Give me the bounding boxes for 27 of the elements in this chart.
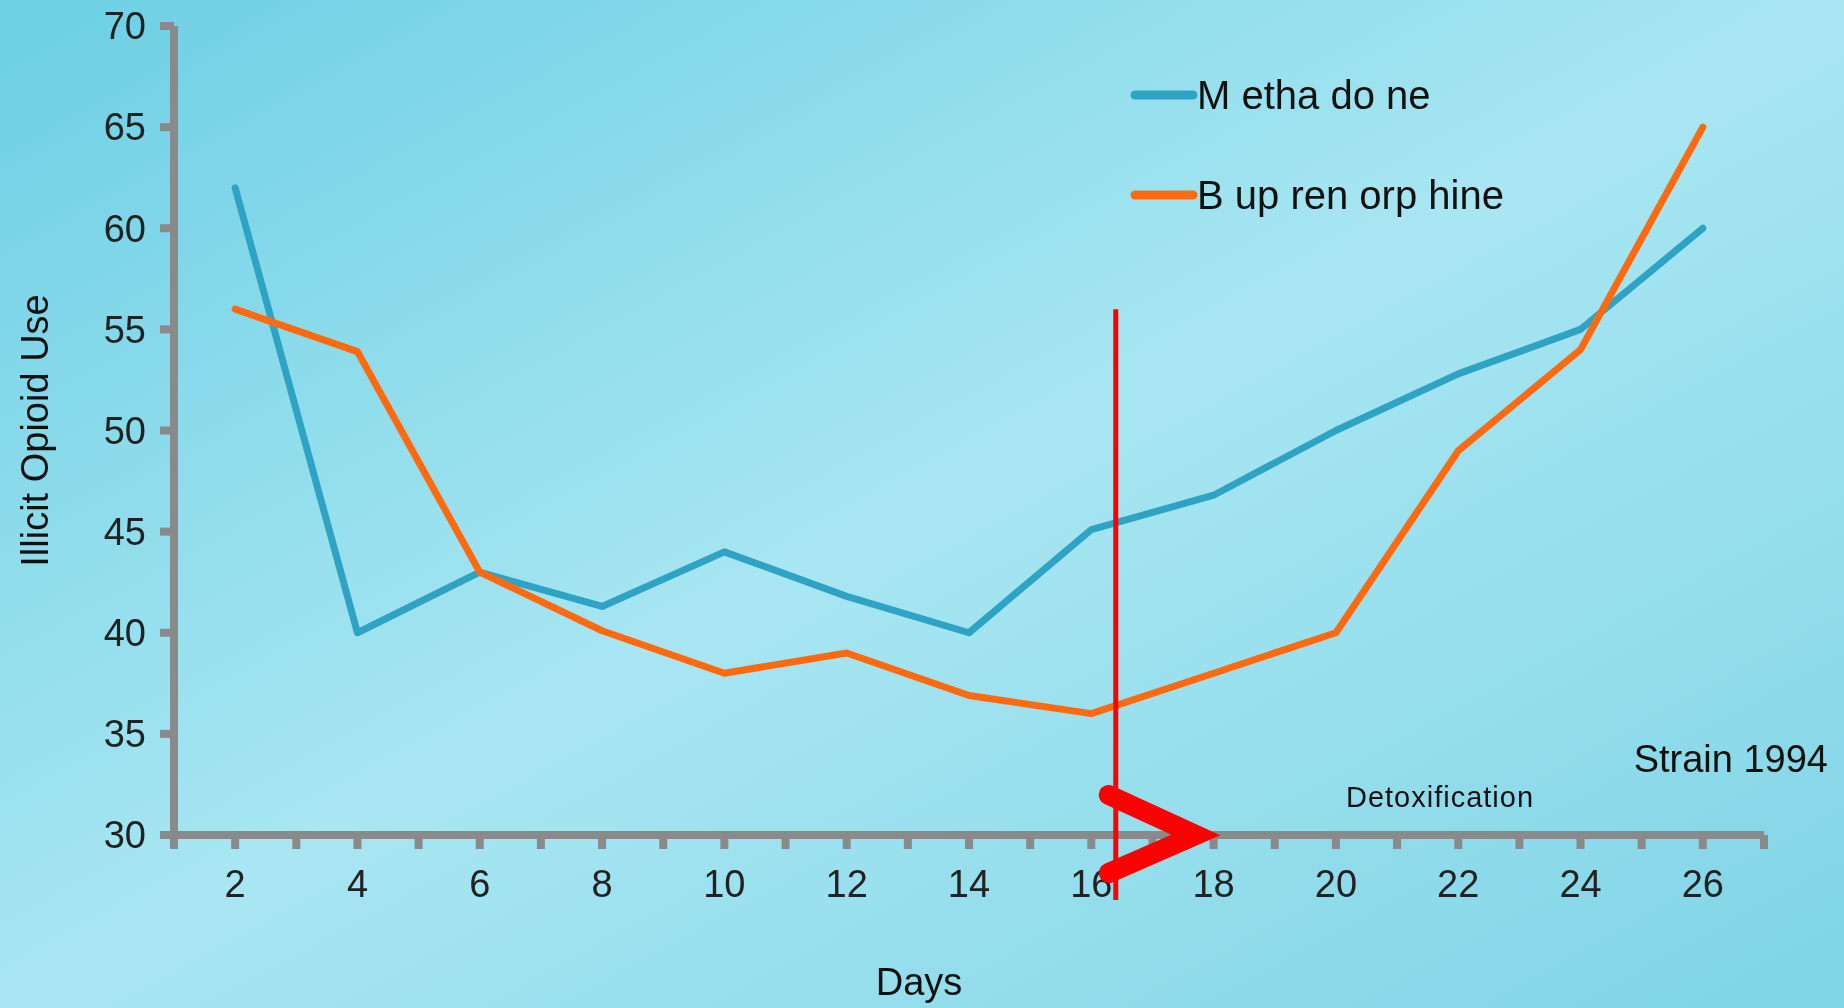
annotation: Strain 1994 — [1633, 738, 1828, 780]
y-tick-label: 65 — [103, 106, 146, 149]
x-tick-label: 6 — [469, 863, 491, 905]
x-tick-label: 2 — [224, 863, 246, 905]
y-tick-label: 40 — [103, 612, 146, 655]
x-tick-label: 22 — [1437, 863, 1480, 905]
legend-label: B up ren orp hine — [1197, 173, 1504, 217]
legend-label: M etha do ne — [1197, 73, 1431, 117]
y-tick-label: 60 — [103, 207, 146, 250]
y-tick-label: 55 — [103, 308, 146, 351]
y-tick-label: 50 — [103, 409, 146, 452]
x-tick-label: 8 — [591, 863, 613, 905]
y-tick-label: 70 — [103, 5, 146, 48]
y-tick-label: 30 — [103, 814, 146, 857]
x-tick-label: 26 — [1681, 863, 1724, 905]
y-tick-label: 45 — [103, 510, 146, 553]
x-tick-label: 24 — [1559, 863, 1602, 905]
x-tick-label: 18 — [1192, 863, 1235, 905]
y-tick-label: 35 — [103, 713, 146, 756]
y-axis-title: Illicit Opioid Use — [14, 294, 56, 567]
x-tick-label: 4 — [346, 863, 369, 905]
annotation: Detoxification — [1345, 781, 1535, 813]
x-tick-label: 12 — [825, 863, 868, 905]
x-tick-label: 20 — [1314, 863, 1358, 905]
x-axis-title: Days — [875, 961, 963, 1003]
x-tick-label: 14 — [947, 863, 991, 905]
x-tick-label: 10 — [703, 863, 746, 905]
